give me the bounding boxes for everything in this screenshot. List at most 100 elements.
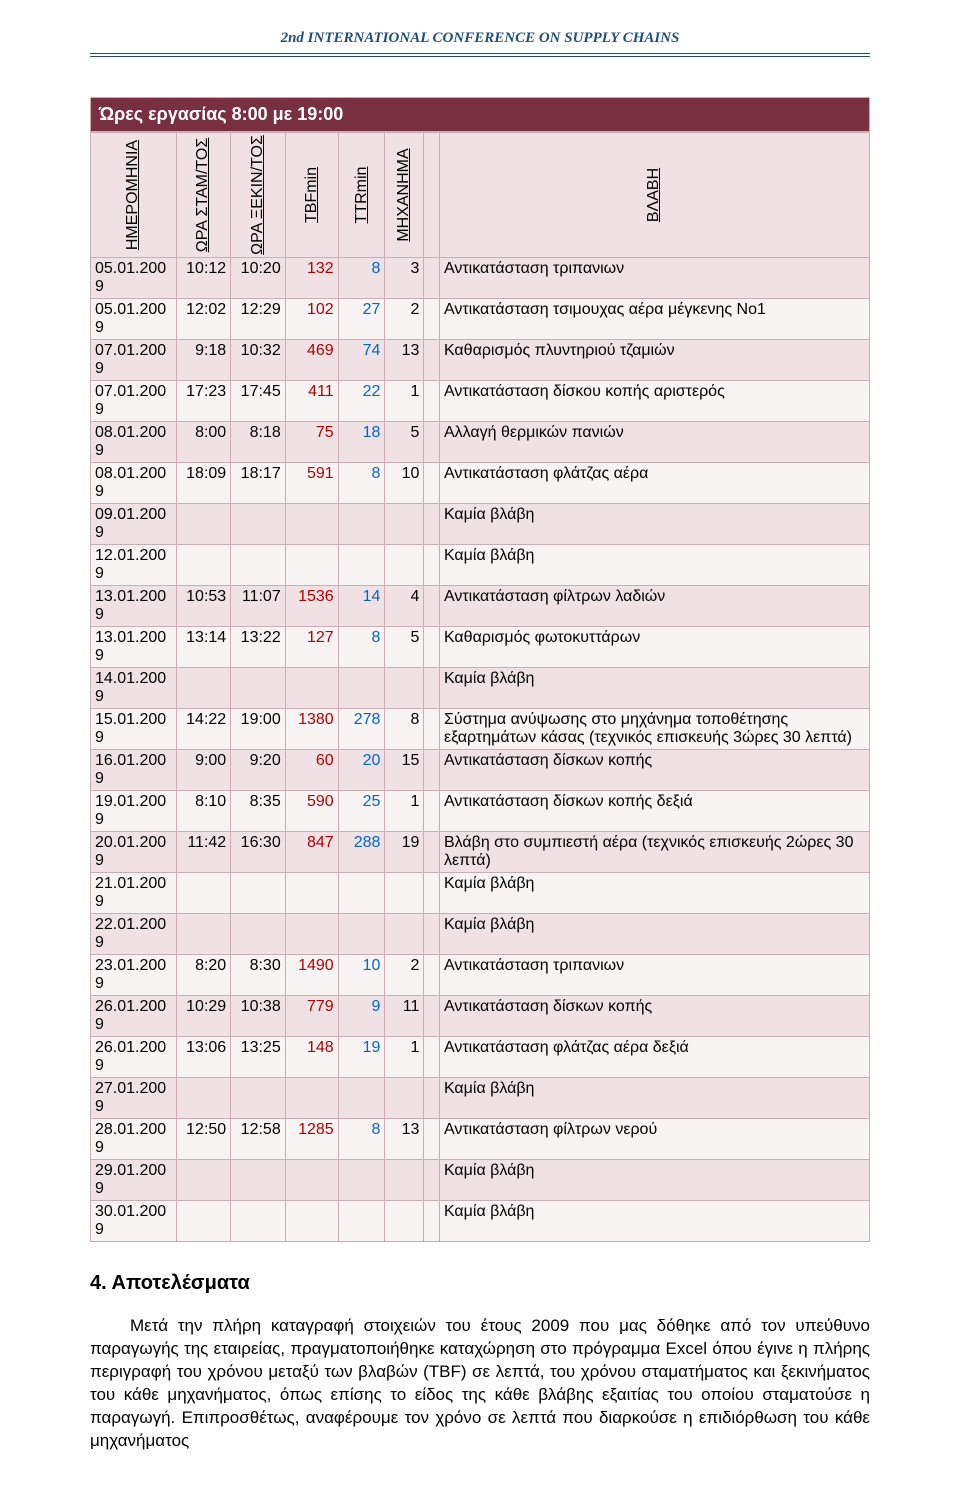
cell-t2: 17:45 — [231, 381, 286, 422]
table-row: 07.01.200917:2317:45411221Αντικατάσταση … — [91, 381, 870, 422]
cell-mach: 13 — [385, 340, 424, 381]
cell-date: 30.01.2009 — [91, 1201, 177, 1242]
cell-fault: Καθαρισμός πλυντηριού τζαμιών — [439, 340, 869, 381]
cell-date: 13.01.2009 — [91, 627, 177, 668]
cell-fault: Καμία βλάβη — [439, 873, 869, 914]
col-tbf-label: TBFmin — [303, 167, 321, 223]
cell-t1: 18:09 — [176, 463, 231, 504]
cell-ttr: 8 — [338, 463, 385, 504]
cell-mach — [385, 504, 424, 545]
cell-blank — [424, 463, 440, 504]
table-row: 21.01.2009 Καμία βλάβη — [91, 873, 870, 914]
cell-tbf: 148 — [285, 1037, 338, 1078]
cell-t1: 13:06 — [176, 1037, 231, 1078]
failures-table: ΗΜΕΡΟΜΗΝΙΑ ΩΡΑ ΣΤΑΜ/ΤΟΣ ΩΡΑ ΞΕΚΙΝ/ΤΟΣ TB… — [90, 132, 870, 1242]
cell-date: 08.01.2009 — [91, 422, 177, 463]
col-date-label: ΗΜΕΡΟΜΗΝΙΑ — [124, 140, 142, 250]
cell-mach: 1 — [385, 381, 424, 422]
cell-mach — [385, 914, 424, 955]
cell-t2 — [231, 545, 286, 586]
cell-t2: 10:32 — [231, 340, 286, 381]
cell-blank — [424, 1078, 440, 1119]
cell-mach — [385, 1078, 424, 1119]
cell-fault: Αντικατάσταση δίσκων κοπής — [439, 750, 869, 791]
cell-date: 23.01.2009 — [91, 955, 177, 996]
cell-t2: 12:58 — [231, 1119, 286, 1160]
cell-t2 — [231, 873, 286, 914]
cell-date: 29.01.2009 — [91, 1160, 177, 1201]
cell-fault: Καμία βλάβη — [439, 668, 869, 709]
cell-t1 — [176, 1160, 231, 1201]
cell-t2: 10:20 — [231, 258, 286, 299]
cell-ttr: 8 — [338, 1119, 385, 1160]
cell-tbf — [285, 873, 338, 914]
cell-mach: 5 — [385, 422, 424, 463]
cell-fault: Αντικατάσταση τριπανιων — [439, 258, 869, 299]
cell-mach — [385, 1160, 424, 1201]
table-row: 29.01.2009Καμία βλάβη — [91, 1160, 870, 1201]
cell-t1: 8:20 — [176, 955, 231, 996]
cell-ttr — [338, 1160, 385, 1201]
col-fault-label: ΒΛΑΒΗ — [645, 168, 663, 222]
cell-tbf: 779 — [285, 996, 338, 1037]
cell-blank — [424, 996, 440, 1037]
cell-tbf: 1536 — [285, 586, 338, 627]
cell-t2: 16:30 — [231, 832, 286, 873]
cell-fault: Καμία βλάβη — [439, 1078, 869, 1119]
header-rule — [90, 53, 870, 57]
cell-t2: 8:35 — [231, 791, 286, 832]
cell-t2 — [231, 1160, 286, 1201]
cell-tbf — [285, 668, 338, 709]
cell-tbf — [285, 1201, 338, 1242]
cell-date: 08.01.2009 — [91, 463, 177, 504]
cell-t1 — [176, 1201, 231, 1242]
cell-t2: 8:18 — [231, 422, 286, 463]
cell-ttr: 19 — [338, 1037, 385, 1078]
cell-date: 21.01.2009 — [91, 873, 177, 914]
cell-mach: 5 — [385, 627, 424, 668]
cell-t2: 12:29 — [231, 299, 286, 340]
table-row: 14.01.2009Καμία βλάβη — [91, 668, 870, 709]
cell-date: 15.01.2009 — [91, 709, 177, 750]
cell-mach — [385, 873, 424, 914]
col-mach: ΜΗΧΑΝΗΜΑ — [385, 133, 424, 258]
cell-mach: 10 — [385, 463, 424, 504]
cell-blank — [424, 627, 440, 668]
cell-date: 07.01.2009 — [91, 340, 177, 381]
cell-fault: Αντικατάσταση δίσκου κοπής αριστερός — [439, 381, 869, 422]
cell-fault: Καθαρισμός φωτοκυττάρων — [439, 627, 869, 668]
cell-blank — [424, 258, 440, 299]
cell-date: 05.01.2009 — [91, 299, 177, 340]
cell-ttr: 20 — [338, 750, 385, 791]
cell-ttr: 18 — [338, 422, 385, 463]
cell-fault: Αντικατάσταση φλάτζας αέρα — [439, 463, 869, 504]
cell-fault: Αντικατάσταση φίλτρων νερού — [439, 1119, 869, 1160]
cell-date: 19.01.2009 — [91, 791, 177, 832]
col-ttr: TTRmin — [338, 133, 385, 258]
cell-fault: Αλλαγή θερμικών πανιών — [439, 422, 869, 463]
cell-t1: 9:00 — [176, 750, 231, 791]
cell-ttr — [338, 914, 385, 955]
cell-mach: 13 — [385, 1119, 424, 1160]
cell-blank — [424, 299, 440, 340]
cell-blank — [424, 914, 440, 955]
cell-t2 — [231, 1078, 286, 1119]
cell-ttr — [338, 1078, 385, 1119]
cell-t2: 19:00 — [231, 709, 286, 750]
results-heading: 4. Αποτελέσματα — [90, 1272, 870, 1295]
cell-t1: 10:29 — [176, 996, 231, 1037]
cell-fault: Αντικατάσταση φλάτζας αέρα δεξιά — [439, 1037, 869, 1078]
cell-blank — [424, 586, 440, 627]
cell-ttr — [338, 873, 385, 914]
cell-fault: Καμία βλάβη — [439, 545, 869, 586]
cell-tbf — [285, 1078, 338, 1119]
cell-tbf: 132 — [285, 258, 338, 299]
cell-t1: 14:22 — [176, 709, 231, 750]
col-blank — [424, 133, 440, 258]
cell-date: 20.01.2009 — [91, 832, 177, 873]
cell-blank — [424, 1160, 440, 1201]
cell-blank — [424, 1037, 440, 1078]
table-row: 05.01.200910:1210:2013283Αντικατάσταση τ… — [91, 258, 870, 299]
cell-mach: 4 — [385, 586, 424, 627]
cell-t1 — [176, 914, 231, 955]
